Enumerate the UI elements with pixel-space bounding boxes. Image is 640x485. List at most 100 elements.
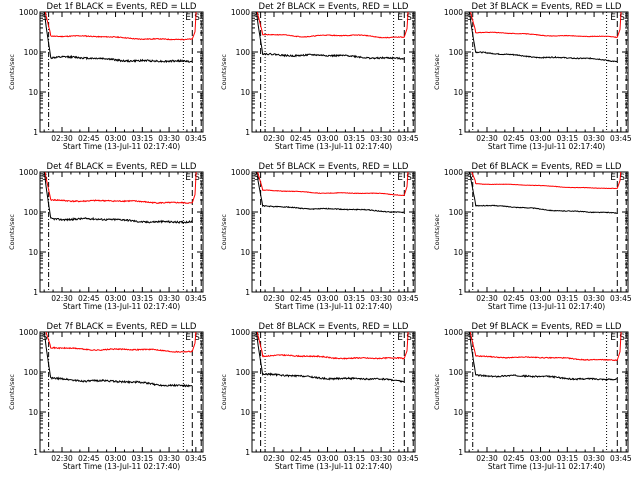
series-group: [255, 12, 409, 60]
y-axis-label: Counts/sec: [8, 374, 16, 410]
x-tick-label: 03:00: [105, 134, 127, 143]
x-tick-label: 02:30: [476, 294, 498, 303]
chart-title: Det 9f BLACK = Events, RED = LLD: [472, 322, 622, 332]
chart-title: Det 5f BLACK = Events, RED = LLD: [259, 162, 409, 172]
y-tick-label: 1000: [231, 168, 250, 177]
x-tick-label: 02:30: [263, 134, 285, 143]
end-marker: E: [610, 333, 616, 343]
y-tick-label: 1: [33, 448, 38, 457]
chart-title: Det 3f BLACK = Events, RED = LLD: [472, 2, 622, 12]
y-tick-label: 10: [240, 88, 250, 97]
x-axis-label: Start Time (13-Jul-11 02:17:40): [63, 462, 180, 471]
plot-frame: [464, 171, 629, 293]
plot-frame: [464, 331, 629, 453]
plot-frame: [39, 171, 204, 293]
chart-panel-7: Det 7f BLACK = Events, RED = LLD 1 10 100 10…: [8, 322, 207, 471]
series-group: [255, 332, 409, 383]
chart-title: Det 2f BLACK = Events, RED = LLD: [259, 2, 409, 12]
start-marker-right: S: [406, 173, 412, 183]
y-tick-label: 10: [453, 248, 463, 257]
x-axis-label: Start Time (13-Jul-11 02:17:40): [275, 142, 392, 151]
start-marker: S: [467, 173, 473, 183]
series-line-black: [43, 12, 193, 64]
x-tick-label: 02:30: [476, 454, 498, 463]
y-tick-label: 10: [453, 408, 463, 417]
x-tick-label: 02:45: [503, 134, 525, 143]
x-tick-label: 03:30: [583, 454, 605, 463]
series-line-black: [255, 332, 405, 383]
start-marker-right: S: [406, 13, 412, 23]
y-tick-label: 1: [33, 128, 38, 137]
end-marker: E: [610, 173, 616, 183]
end-marker: E: [185, 333, 191, 343]
y-tick-label: 10: [28, 248, 38, 257]
x-tick-label: 03:00: [530, 454, 552, 463]
x-tick-label: 03:15: [557, 454, 579, 463]
series-line-black: [468, 332, 618, 381]
series-line-red: [470, 12, 622, 39]
y-tick-label: 100: [236, 368, 251, 377]
chart-title: Det 1f BLACK = Events, RED = LLD: [47, 2, 197, 12]
y-axis-label: Counts/sec: [220, 374, 228, 410]
series-line-black: [255, 12, 405, 60]
plot-frame: [251, 11, 416, 133]
x-tick-label: 03:00: [105, 294, 127, 303]
series-line-red: [469, 332, 622, 362]
x-axis-label: Start Time (13-Jul-11 02:17:40): [488, 302, 605, 311]
y-tick-label: 1000: [19, 168, 38, 177]
y-tick-label: 1000: [231, 8, 250, 17]
x-tick-label: 03:30: [370, 134, 392, 143]
x-tick-label: 02:30: [51, 454, 73, 463]
x-axis-label: Start Time (13-Jul-11 02:17:40): [275, 302, 392, 311]
series-line-red: [471, 172, 622, 190]
x-tick-label: 03:15: [344, 294, 366, 303]
x-tick-label: 02:30: [263, 294, 285, 303]
plot-frame: [39, 331, 204, 453]
x-tick-label: 03:30: [370, 294, 392, 303]
x-tick-label: 03:30: [158, 454, 180, 463]
x-tick-label: 02:45: [78, 294, 100, 303]
chart-panel-9: Det 9f BLACK = Events, RED = LLD 1 10 100 10…: [433, 322, 632, 471]
x-tick-label: 03:00: [530, 294, 552, 303]
x-tick-label: 03:45: [185, 454, 207, 463]
end-marker: E: [397, 13, 403, 23]
start-marker-right: S: [619, 13, 625, 23]
x-axis-label: Start Time (13-Jul-11 02:17:40): [63, 142, 180, 151]
end-marker: E: [610, 13, 616, 23]
x-tick-label: 02:30: [51, 294, 73, 303]
y-axis-label: Counts/sec: [433, 54, 441, 90]
x-tick-label: 02:45: [503, 294, 525, 303]
series-line-black: [43, 172, 193, 224]
x-tick-label: 02:45: [290, 134, 312, 143]
x-tick-label: 03:45: [397, 134, 419, 143]
y-tick-label: 100: [24, 48, 39, 57]
y-tick-label: 100: [236, 48, 251, 57]
y-axis-label: Counts/sec: [220, 54, 228, 90]
y-axis-label: Counts/sec: [220, 214, 228, 250]
y-tick-label: 1000: [444, 168, 463, 177]
x-tick-label: 03:45: [397, 294, 419, 303]
chart-title: Det 7f BLACK = Events, RED = LLD: [47, 322, 197, 332]
series-line-red: [44, 12, 197, 41]
x-axis-label: Start Time (13-Jul-11 02:17:40): [488, 462, 605, 471]
y-tick-label: 1: [458, 128, 463, 137]
x-tick-label: 03:00: [530, 134, 552, 143]
x-tick-label: 03:00: [105, 454, 127, 463]
x-tick-label: 02:45: [503, 454, 525, 463]
x-tick-label: 02:45: [290, 454, 312, 463]
y-tick-label: 1: [245, 448, 250, 457]
plot-frame: [251, 331, 416, 453]
series-line-red: [45, 332, 197, 353]
series-line-black: [43, 332, 193, 388]
x-tick-label: 03:45: [185, 294, 207, 303]
series-group: [256, 172, 409, 214]
y-tick-label: 1: [458, 448, 463, 457]
y-tick-label: 10: [28, 88, 38, 97]
x-tick-label: 02:30: [51, 134, 73, 143]
y-tick-label: 1000: [231, 328, 250, 337]
y-tick-label: 1000: [19, 328, 38, 337]
start-marker-right: S: [619, 173, 625, 183]
y-axis-label: Counts/sec: [433, 374, 441, 410]
x-tick-label: 02:45: [290, 294, 312, 303]
